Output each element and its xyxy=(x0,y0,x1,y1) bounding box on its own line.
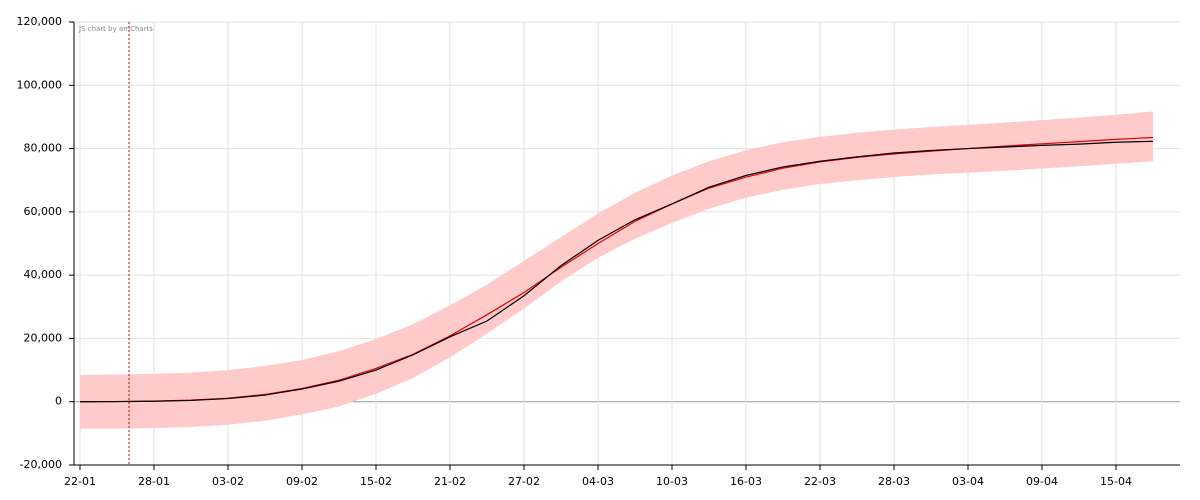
series-line xyxy=(79,140,1154,403)
x-tick-label: 28-03 xyxy=(878,475,910,488)
y-tick-label: 0 xyxy=(55,395,62,408)
x-tick-label: 15-02 xyxy=(360,475,392,488)
y-tick-label: 100,000 xyxy=(17,78,63,91)
y-tick-label: -20,000 xyxy=(20,458,62,471)
x-tick-label: 22-03 xyxy=(804,475,836,488)
y-tick-label: 120,000 xyxy=(17,15,63,28)
x-tick-label: 09-04 xyxy=(1026,475,1058,488)
x-tick-label: 28-01 xyxy=(138,475,170,488)
x-tick-label: 10-03 xyxy=(656,475,688,488)
x-tick-label: 21-02 xyxy=(434,475,466,488)
x-tick-label: 03-04 xyxy=(952,475,984,488)
credit: JS chart by amCharts xyxy=(78,25,153,33)
x-tick-label: 15-04 xyxy=(1100,475,1132,488)
confidence-band xyxy=(80,111,1153,429)
x-tick-label: 09-02 xyxy=(286,475,318,488)
x-tick-label: 22-01 xyxy=(64,475,96,488)
x-tick-label: 27-02 xyxy=(508,475,540,488)
x-tick-label: 16-03 xyxy=(730,475,762,488)
series-line xyxy=(79,136,1154,403)
y-tick-label: 20,000 xyxy=(24,331,63,344)
x-tick-label: 03-02 xyxy=(212,475,244,488)
y-tick-label: 60,000 xyxy=(24,205,63,218)
y-tick-label: 40,000 xyxy=(24,268,63,281)
x-tick-label: 04-03 xyxy=(582,475,614,488)
y-tick-label: 80,000 xyxy=(24,142,63,155)
